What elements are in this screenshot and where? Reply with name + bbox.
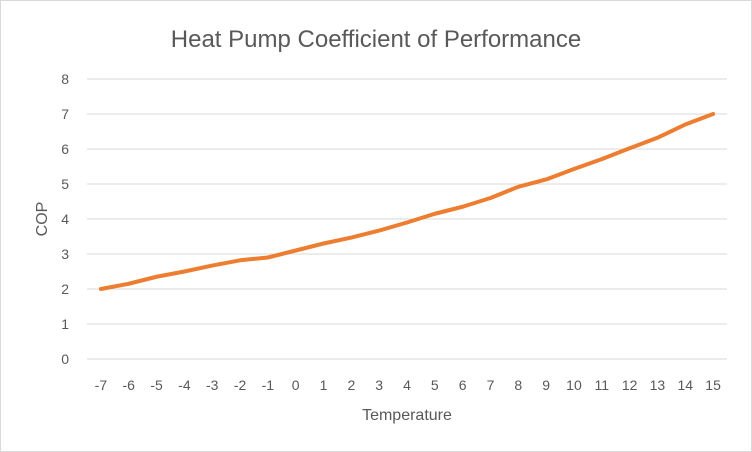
y-tick-label: 0 <box>61 351 69 367</box>
series-line-0 <box>98 112 716 291</box>
x-tick-label: 10 <box>566 377 582 393</box>
y-tick-label: 1 <box>61 316 69 332</box>
x-tick-label: 12 <box>622 377 638 393</box>
x-tick-label: 7 <box>487 377 495 393</box>
x-tick-label: -6 <box>123 377 136 393</box>
y-tick-label: 6 <box>61 141 69 157</box>
gridlines <box>87 78 727 360</box>
x-tick-label: 4 <box>403 377 411 393</box>
x-axis-ticks: -7 -6 -5 -4 -3 -2 -1 0 1 2 3 4 5 6 7 8 9 10 11 12 13 14 15 <box>95 377 721 393</box>
x-tick-label: -3 <box>206 377 219 393</box>
x-tick-label: 8 <box>514 377 522 393</box>
x-tick-label: 9 <box>542 377 550 393</box>
x-tick-label: 13 <box>650 377 666 393</box>
y-axis-title: COP <box>34 202 51 237</box>
x-tick-label: 15 <box>705 377 721 393</box>
x-tick-label: 6 <box>459 377 467 393</box>
x-axis-title: Temperature <box>362 407 452 424</box>
x-tick-label: -5 <box>150 377 163 393</box>
y-tick-label: 7 <box>61 106 69 122</box>
x-tick-label: 5 <box>431 377 439 393</box>
chart-title: Heat Pump Coefficient of Performance <box>171 26 581 53</box>
y-tick-label: 4 <box>61 211 69 227</box>
y-axis-ticks: 0 1 2 3 4 5 6 7 8 <box>61 71 69 367</box>
x-tick-label: -1 <box>262 377 275 393</box>
x-tick-label: 2 <box>347 377 355 393</box>
y-tick-label: 5 <box>61 176 69 192</box>
series-group <box>98 112 716 291</box>
y-tick-label: 2 <box>61 281 69 297</box>
y-tick-label: 3 <box>61 246 69 262</box>
x-tick-label: -4 <box>178 377 191 393</box>
x-tick-label: 1 <box>320 377 328 393</box>
x-tick-label: 11 <box>595 377 610 393</box>
x-tick-label: -7 <box>95 377 108 393</box>
x-tick-label: 0 <box>292 377 300 393</box>
y-tick-label: 8 <box>61 71 69 87</box>
x-tick-label: 3 <box>375 377 383 393</box>
x-tick-label: -2 <box>234 377 247 393</box>
x-tick-label: 14 <box>677 377 693 393</box>
